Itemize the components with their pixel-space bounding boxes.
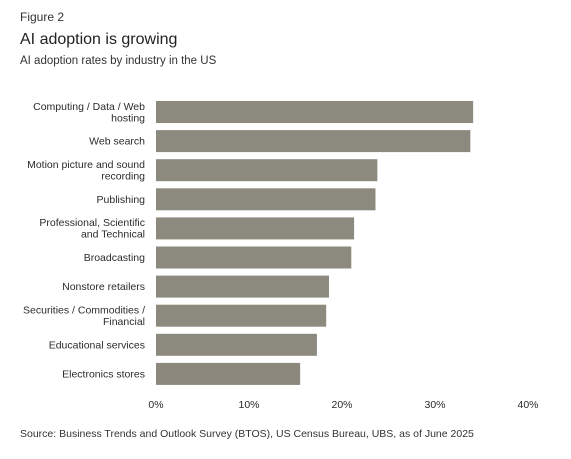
category-label-2-0: Motion picture and sound [27, 159, 145, 171]
bar-6 [156, 275, 329, 298]
x-tick-label-4: 40% [517, 399, 538, 411]
x-tick-label-2: 20% [331, 399, 352, 411]
bar-3 [156, 188, 376, 211]
bar-5 [156, 246, 352, 269]
x-tick-label-0: 0% [148, 399, 163, 411]
category-label-8-0: Educational services [49, 339, 145, 351]
chart-title: AI adoption is growing [20, 31, 178, 48]
category-label-9-0: Electronics stores [62, 368, 145, 380]
category-label-5-0: Broadcasting [84, 252, 145, 264]
bar-7 [156, 304, 327, 327]
category-label-0-0: Computing / Data / Web [33, 101, 145, 113]
category-label-7-1: Financial [103, 316, 145, 328]
bar-8 [156, 333, 317, 356]
category-label-4-1: and Technical [81, 229, 145, 241]
bar-4 [156, 217, 355, 240]
bar-1 [156, 130, 471, 153]
category-label-4-0: Professional, Scientific [39, 217, 145, 229]
chart-subtitle: AI adoption rates by industry in the US [20, 55, 217, 67]
figure-label: Figure 2 [20, 10, 65, 24]
category-label-3-0: Publishing [97, 194, 146, 206]
x-tick-label-3: 30% [424, 399, 445, 411]
category-label-2-1: recording [101, 170, 145, 182]
category-label-6-0: Nonstore retailers [62, 281, 145, 293]
category-label-7-0: Securities / Commodities / [23, 304, 145, 316]
bar-2 [156, 159, 378, 182]
bar-9 [156, 362, 301, 385]
category-label-0-1: hosting [111, 112, 145, 124]
bar-0 [156, 101, 474, 123]
category-label-1-0: Web search [89, 136, 145, 148]
source-note: Source: Business Trends and Outlook Surv… [20, 428, 474, 440]
x-tick-label-1: 10% [238, 399, 259, 411]
